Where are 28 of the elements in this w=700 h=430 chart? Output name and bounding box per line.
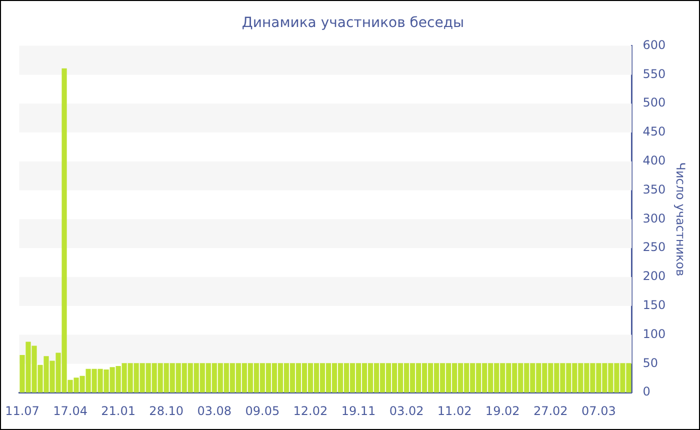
y-tick-label: 300 (642, 211, 666, 226)
x-tick-label: 07.03 (581, 404, 616, 418)
x-tick-label: 19.02 (485, 404, 520, 418)
y-tick-label: 150 (642, 298, 666, 312)
x-tick-label: 09.05 (245, 404, 280, 418)
x-tick-label: 11.07 (5, 404, 40, 418)
x-tick-label: 03.02 (389, 404, 424, 418)
y-tick-label: 50 (642, 356, 658, 370)
x-tick-label: 03.08 (197, 404, 232, 418)
y-tick-label: 550 (642, 66, 666, 81)
y-tick-label: 200 (642, 269, 666, 284)
x-tick-label: 21.01 (101, 404, 136, 418)
y-tick-label: 0 (642, 384, 650, 399)
x-tick-label: 19.11 (341, 404, 376, 418)
x-tick-label: 12.02 (293, 404, 328, 418)
y-tick-label: 100 (642, 326, 666, 341)
y-tick-label: 400 (642, 154, 666, 168)
x-tick-label: 17.04 (53, 404, 88, 418)
y-tick-label: 500 (642, 96, 666, 110)
y-axis-title: Число участников (674, 162, 688, 276)
x-tick-label: 28.10 (149, 404, 184, 418)
y-tick-label: 450 (642, 124, 666, 139)
y-tick-label: 250 (642, 240, 666, 254)
x-tick-label: 11.02 (437, 404, 472, 418)
y-tick-label: 600 (642, 38, 666, 52)
chart-title: Динамика участников беседы (242, 15, 464, 32)
y-tick-label: 350 (642, 182, 666, 196)
x-tick-label: 27.02 (533, 404, 568, 418)
